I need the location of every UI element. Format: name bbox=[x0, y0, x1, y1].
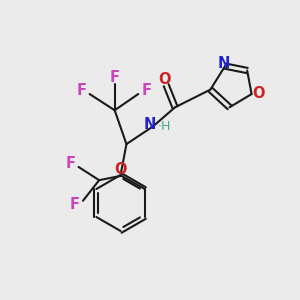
Text: F: F bbox=[70, 197, 80, 212]
Text: F: F bbox=[65, 156, 75, 171]
Text: N: N bbox=[218, 56, 230, 70]
Text: F: F bbox=[76, 83, 86, 98]
Text: N: N bbox=[144, 118, 156, 133]
Text: F: F bbox=[110, 70, 120, 85]
Text: F: F bbox=[142, 83, 152, 98]
Text: O: O bbox=[114, 162, 127, 177]
Text: O: O bbox=[252, 86, 264, 101]
Text: O: O bbox=[158, 72, 171, 87]
Text: ·H: ·H bbox=[158, 120, 171, 133]
